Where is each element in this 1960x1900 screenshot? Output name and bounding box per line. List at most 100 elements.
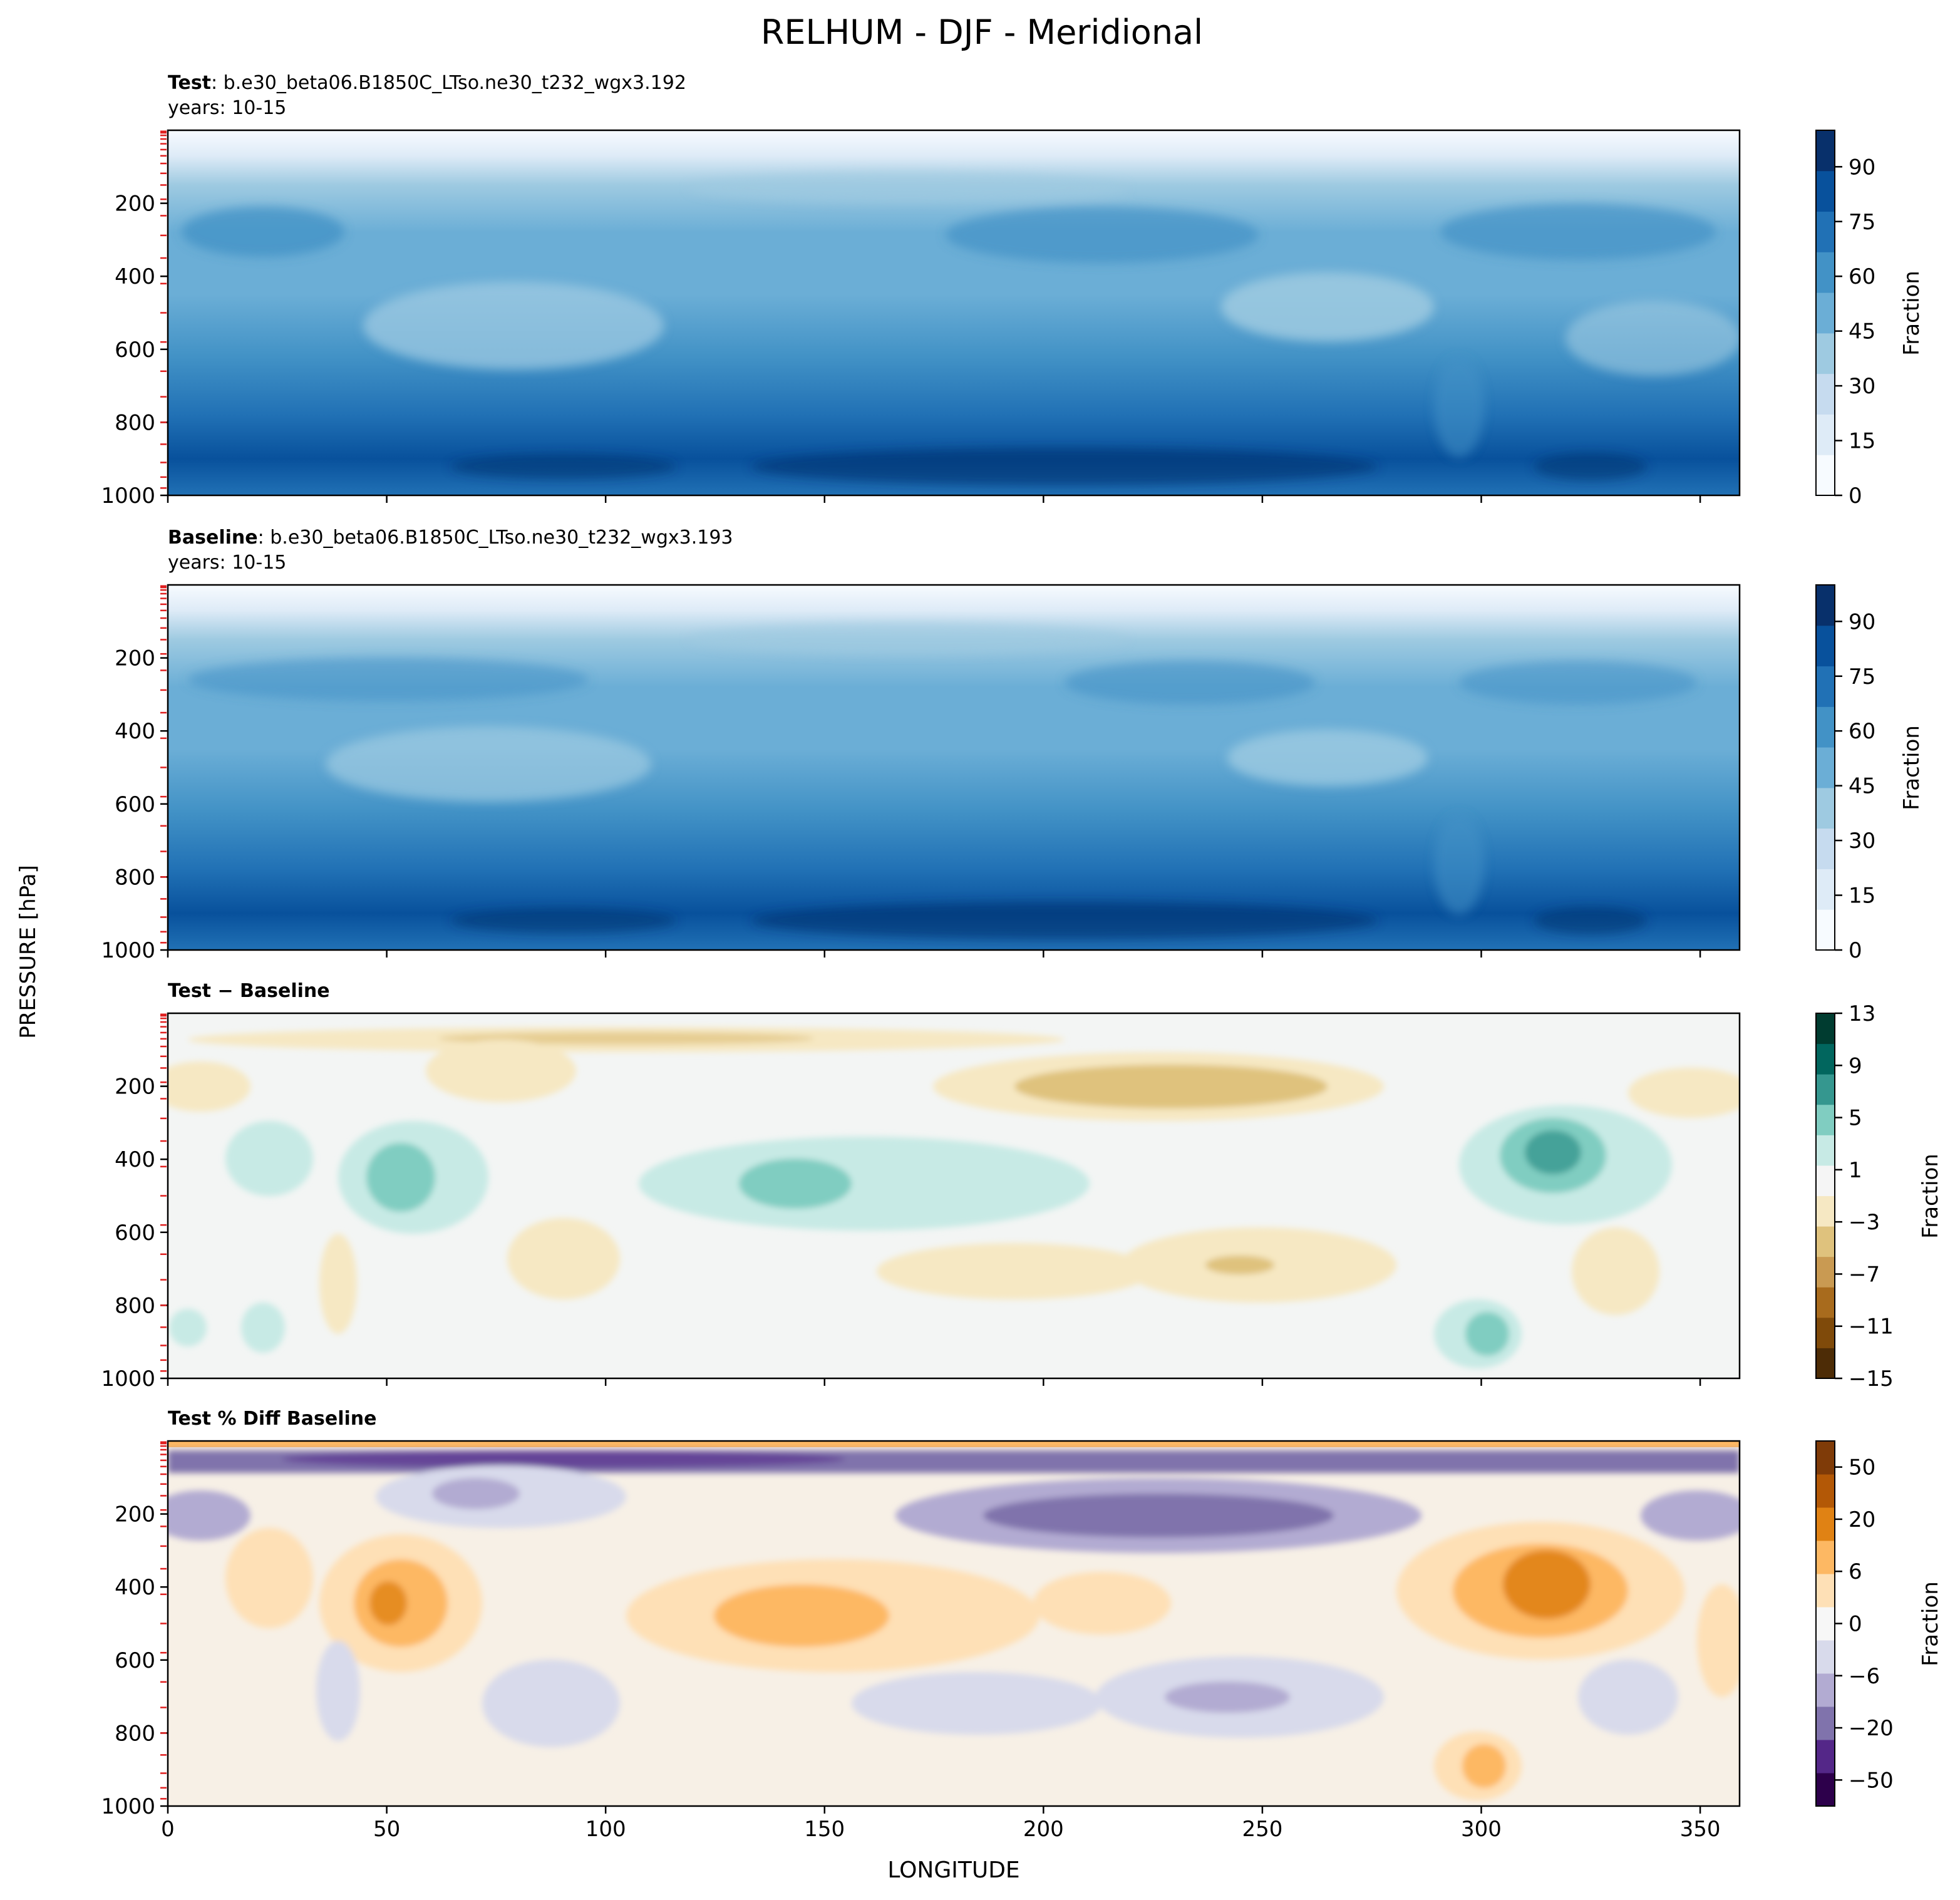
colorbar-tick-label: 0 xyxy=(1849,1612,1862,1637)
x-tick-label: 300 xyxy=(1461,1817,1502,1842)
colorbar-segment xyxy=(1816,1740,1835,1774)
panel-baseline-colorbar-label: Fraction xyxy=(1899,725,1924,810)
panel-pctdiff-field xyxy=(168,1441,1740,1806)
panel-baseline: Baseline: b.e30_beta06.B1850C_LTso.ne30_… xyxy=(101,527,1924,963)
colorbar-tick-label: 90 xyxy=(1849,155,1875,180)
x-axis-label: LONGITUDE xyxy=(887,1857,1019,1883)
colorbar-tick-label: −3 xyxy=(1849,1210,1880,1235)
colorbar-tick-label: 15 xyxy=(1849,884,1875,909)
colorbar-segment xyxy=(1816,1226,1835,1257)
colorbar-segment xyxy=(1816,333,1835,374)
colorbar-segment xyxy=(1816,373,1835,415)
colorbar-tick-label: 0 xyxy=(1849,938,1862,963)
panel-pctdiff: Test % Diff Baseline xyxy=(101,1408,1943,1842)
colorbar-segment xyxy=(1816,1256,1835,1288)
colorbar-tick-label: 6 xyxy=(1849,1559,1862,1584)
colorbar-segment xyxy=(1816,252,1835,293)
colorbar-segment xyxy=(1816,1607,1835,1641)
colorbar-segment xyxy=(1816,706,1835,748)
colorbar-tick-label: 15 xyxy=(1849,429,1875,454)
panel-test-x-axis xyxy=(167,495,1701,503)
colorbar-segment xyxy=(1816,1474,1835,1508)
colorbar-segment xyxy=(1816,1773,1835,1807)
panel-pctdiff-frame xyxy=(167,1440,1741,1807)
panel-test-colorbar: 0 15 30 45 60 75 90 xyxy=(1815,130,1875,509)
panel-test-title-rest: : b.e30_beta06.B1850C_LTso.ne30_t232_wgx… xyxy=(211,72,686,94)
y-tick-label: 200 xyxy=(115,192,155,217)
colorbar-frame xyxy=(1815,584,1835,951)
colorbar-segment xyxy=(1816,211,1835,252)
figure-title: RELHUM - DJF - Meridional xyxy=(761,13,1203,52)
colorbar-segment xyxy=(1816,414,1835,455)
colorbar-tick-label: 9 xyxy=(1849,1053,1862,1078)
panel-pctdiff-x-axis: 0 50 100 150 200 250 300 350 xyxy=(161,1806,1721,1842)
colorbar-segment xyxy=(1816,1541,1835,1574)
y-tick-label: 800 xyxy=(115,410,155,435)
panel-test-y-axis: 200 400 600 800 1000 xyxy=(101,130,168,509)
colorbar-tick-label: 60 xyxy=(1849,719,1875,744)
panel-baseline-frame xyxy=(167,584,1741,951)
y-tick-label: 1000 xyxy=(101,938,155,963)
panel-baseline-title: Baseline: b.e30_beta06.B1850C_LTso.ne30_… xyxy=(168,527,733,549)
colorbar-tick-label: 5 xyxy=(1849,1106,1862,1131)
panel-baseline-field xyxy=(168,585,1740,950)
x-tick-label: 200 xyxy=(1023,1817,1064,1842)
y-tick-label: 800 xyxy=(115,865,155,890)
colorbar-segment xyxy=(1816,1074,1835,1105)
colorbar-tick-label: 13 xyxy=(1849,1001,1875,1026)
colorbar-segment xyxy=(1816,1195,1835,1227)
colorbar-tick-label: 50 xyxy=(1849,1455,1875,1480)
colorbar-tick-label: 30 xyxy=(1849,829,1875,854)
panel-pctdiff-colorbar: 50 20 6 0 −6 −20 −50 xyxy=(1815,1440,1894,1807)
colorbar-segment xyxy=(1816,130,1835,172)
colorbar-tick-label: 90 xyxy=(1849,609,1875,634)
colorbar-segment xyxy=(1816,1640,1835,1674)
colorbar-segment xyxy=(1816,869,1835,910)
y-tick-label: 400 xyxy=(115,1575,155,1600)
panel-test-frame xyxy=(167,129,1741,497)
colorbar-tick-label: −50 xyxy=(1849,1768,1894,1793)
colorbar-segment xyxy=(1816,1135,1835,1166)
colorbar-segment xyxy=(1816,1507,1835,1541)
colorbar-segment xyxy=(1816,1348,1835,1379)
colorbar-tick-label: −6 xyxy=(1849,1664,1880,1689)
panel-diff-colorbar: 13 9 5 1 −3 −7 −11 −15 xyxy=(1815,1001,1894,1391)
y-tick-label: 400 xyxy=(115,719,155,744)
x-tick-label: 250 xyxy=(1242,1817,1282,1842)
colorbar-frame xyxy=(1815,1013,1835,1379)
y-tick-label: 200 xyxy=(115,1075,155,1100)
panel-test-colorbar-label: Fraction xyxy=(1899,271,1924,356)
panel-diff-title: Test − Baseline xyxy=(168,980,330,1002)
colorbar-segment xyxy=(1816,747,1835,788)
colorbar-frame xyxy=(1815,130,1835,496)
colorbar-segment xyxy=(1816,909,1835,951)
colorbar-segment xyxy=(1816,455,1835,496)
y-tick-label: 1000 xyxy=(101,483,155,509)
y-axis-label: PRESSURE [hPa] xyxy=(16,865,41,1038)
y-tick-label: 1000 xyxy=(101,1794,155,1819)
colorbar-tick-label: 30 xyxy=(1849,374,1875,399)
colorbar-tick-label: 45 xyxy=(1849,319,1875,344)
colorbar-tick-label: 60 xyxy=(1849,264,1875,289)
panel-diff-colorbar-label: Fraction xyxy=(1918,1154,1943,1239)
panel-baseline-years: years: 10-15 xyxy=(168,552,286,574)
panel-diff: Test − Baseline xyxy=(101,980,1943,1391)
colorbar-segment xyxy=(1816,625,1835,667)
x-tick-label: 350 xyxy=(1680,1817,1721,1842)
y-tick-label: 600 xyxy=(115,1648,155,1673)
colorbar-segment xyxy=(1816,1574,1835,1608)
colorbar-tick-label: 0 xyxy=(1849,483,1862,509)
colorbar-tick-label: 45 xyxy=(1849,774,1875,799)
colorbar-segment xyxy=(1816,828,1835,869)
colorbar-tick-label: 75 xyxy=(1849,210,1875,235)
colorbar-tick-label: 75 xyxy=(1849,664,1875,689)
colorbar-segment xyxy=(1816,1013,1835,1045)
y-tick-label: 800 xyxy=(115,1721,155,1746)
panel-diff-frame xyxy=(167,1012,1741,1380)
colorbar-tick-label: −15 xyxy=(1849,1366,1894,1391)
y-tick-label: 600 xyxy=(115,1221,155,1246)
y-tick-label: 200 xyxy=(115,646,155,671)
colorbar-segment xyxy=(1816,1287,1835,1318)
panel-diff-y-axis: 200 400 600 800 1000 xyxy=(101,1013,168,1391)
